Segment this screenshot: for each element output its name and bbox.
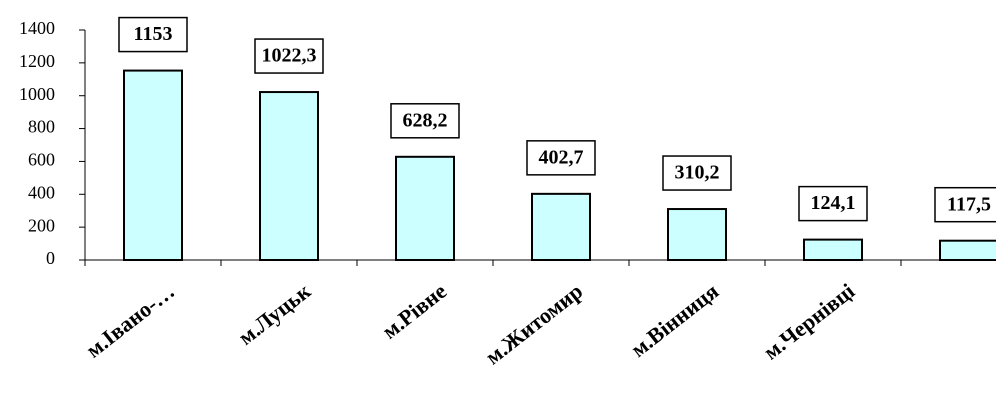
y-tick-label: 1400 bbox=[19, 18, 55, 38]
value-label: 402,7 bbox=[539, 146, 584, 168]
y-tick-label: 1000 bbox=[19, 84, 55, 104]
bar bbox=[395, 155, 455, 261]
value-label: 1022,3 bbox=[262, 45, 317, 67]
bar bbox=[667, 208, 727, 262]
value-label: 117,5 bbox=[947, 193, 991, 215]
y-tick-label: 0 bbox=[46, 248, 55, 268]
x-tick-label: м.Житомир bbox=[480, 278, 587, 369]
y-tick-label: 600 bbox=[28, 150, 55, 170]
x-tick-label: м.Вінниця bbox=[626, 278, 723, 362]
bar bbox=[803, 238, 863, 261]
value-label: 628,2 bbox=[403, 109, 448, 131]
value-label-box bbox=[934, 186, 996, 223]
value-label-box bbox=[390, 103, 460, 139]
value-label: 1153 bbox=[134, 23, 173, 45]
value-label: 310,2 bbox=[675, 162, 720, 184]
y-tick-label: 1200 bbox=[19, 51, 55, 71]
value-label: 124,1 bbox=[811, 192, 856, 214]
y-tick-label: 400 bbox=[28, 182, 55, 202]
x-tick-label: м.Рівне bbox=[377, 278, 451, 344]
bar bbox=[939, 239, 996, 261]
value-label-box bbox=[798, 185, 868, 222]
bar bbox=[123, 69, 183, 262]
y-tick-label: 200 bbox=[28, 215, 55, 235]
x-tick-label: м.Чернівці bbox=[759, 278, 860, 364]
value-label-box bbox=[254, 38, 324, 74]
bar bbox=[259, 91, 319, 261]
x-tick-label: м.Луцьк bbox=[233, 278, 315, 350]
value-label-box bbox=[526, 140, 596, 176]
y-tick-label: 800 bbox=[28, 117, 55, 137]
x-tick-label: м.Івано-… bbox=[81, 278, 179, 362]
value-label-box bbox=[118, 16, 188, 53]
value-label-box bbox=[662, 155, 732, 191]
bar bbox=[531, 192, 591, 262]
